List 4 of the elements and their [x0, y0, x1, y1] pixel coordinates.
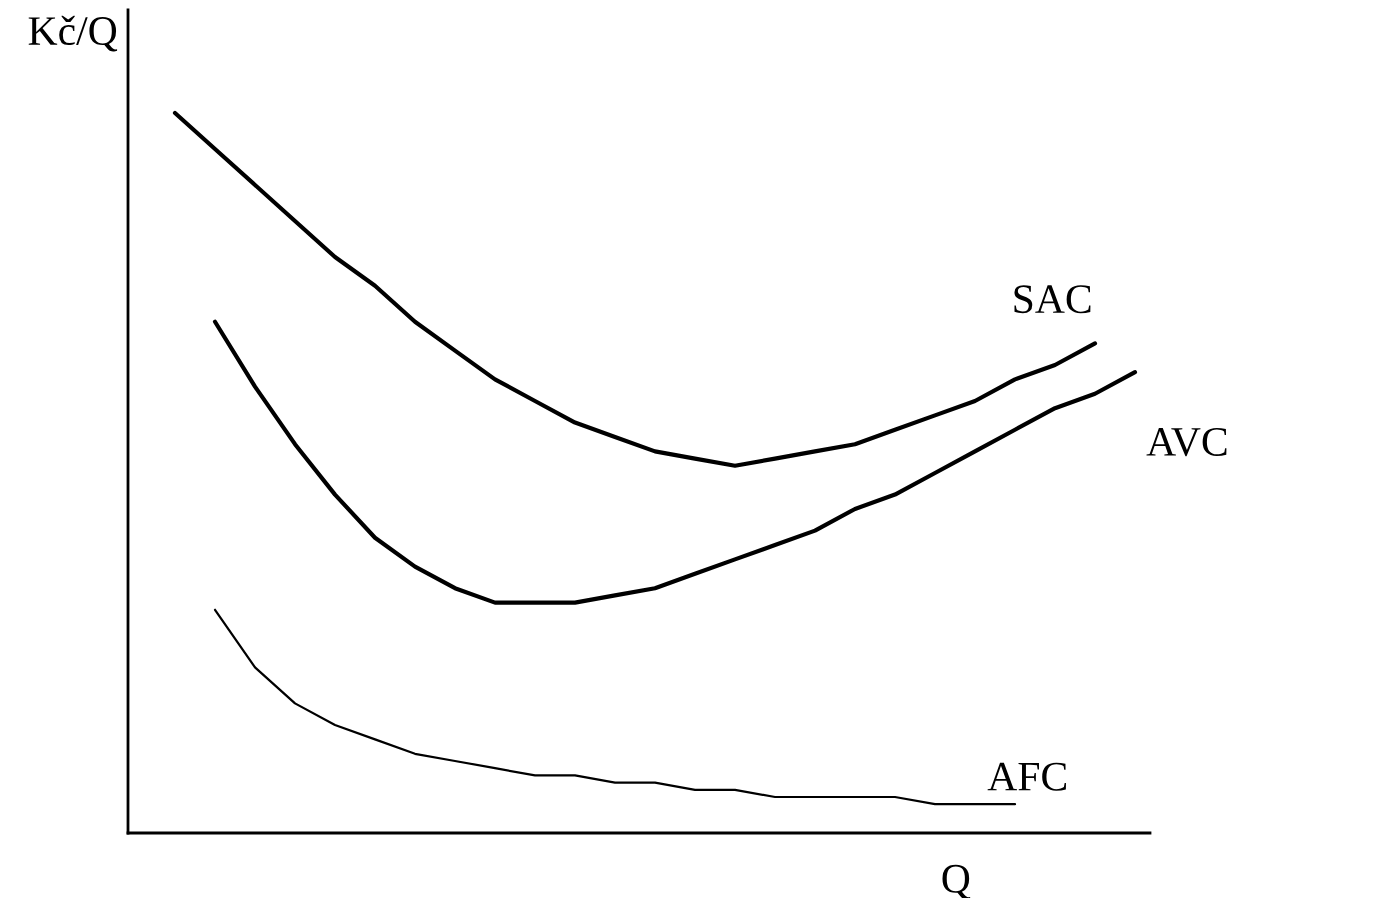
series-label: AVC: [1146, 427, 1227, 457]
y-axis-title: Kč/Q: [28, 15, 118, 52]
series-label: AFC: [987, 762, 1066, 791]
series-label: SAC: [1014, 285, 1091, 314]
